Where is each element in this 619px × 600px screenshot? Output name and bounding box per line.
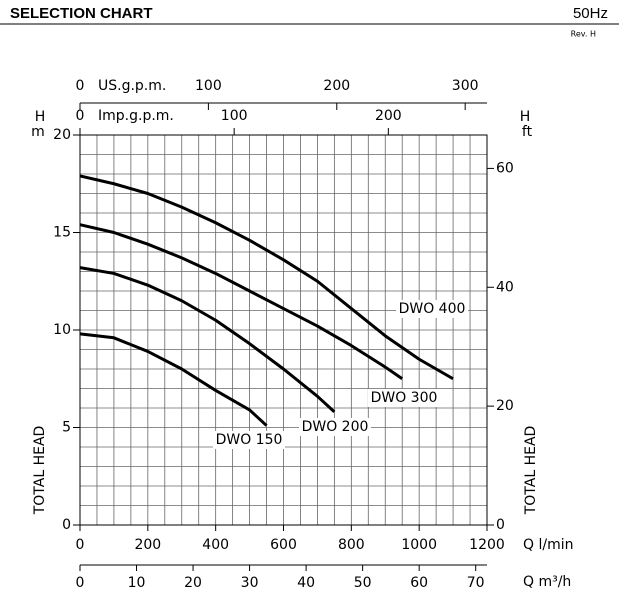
curve-label-bg (368, 389, 440, 407)
pump-curve (79, 223, 404, 380)
curve-label: DWO 300 (371, 390, 438, 406)
top-tick-label: 100 (195, 78, 222, 94)
y2-unit: ft (522, 124, 533, 140)
y2-tick-label: 0 (496, 517, 505, 533)
chart-title: SELECTION CHART (10, 5, 153, 22)
curve-label: DWO 200 (302, 419, 369, 435)
curve-label: DWO 400 (399, 301, 466, 317)
x2-tick-label: 10 (128, 575, 146, 591)
top-tick-label: 100 (221, 108, 248, 124)
x-tick-label: 400 (202, 537, 229, 553)
y-unit: m (31, 124, 45, 140)
top-tick-label: 200 (375, 108, 402, 124)
x2-axis-label: Q m³/h (523, 574, 571, 590)
y-tick-label: 5 (62, 420, 71, 436)
top-tick-label: 300 (452, 78, 479, 94)
top-tick-label: 0 (76, 78, 85, 94)
y2-tick-label: 60 (496, 160, 514, 176)
x2-tick-label: 50 (354, 575, 372, 591)
curve-label: DWO 150 (216, 432, 283, 448)
y-tick-label: 10 (53, 322, 71, 338)
x-axis-label: Q l/min (523, 537, 573, 553)
y2-axis-label: TOTAL HEAD (523, 426, 539, 516)
x2-tick-label: 60 (410, 575, 428, 591)
x2-tick-label: 40 (297, 575, 315, 591)
x-tick-label: 0 (76, 537, 85, 553)
top-tick-label: 0 (76, 108, 85, 124)
y-tick-label: 0 (62, 517, 71, 533)
y-symbol: H (35, 109, 46, 125)
y-axis-label: TOTAL HEAD (32, 426, 48, 516)
y-tick-label: 15 (53, 225, 71, 241)
y2-tick-label: 40 (496, 279, 514, 295)
x2-tick-label: 30 (241, 575, 259, 591)
x-tick-label: 1000 (401, 537, 437, 553)
curve-label-bg (396, 300, 468, 318)
top-axis-label: Imp.g.p.m. (98, 108, 174, 124)
x-tick-label: 200 (134, 537, 161, 553)
x-tick-label: 1200 (469, 537, 505, 553)
curve-label-bg (299, 418, 371, 436)
x2-tick-label: 20 (184, 575, 202, 591)
curve-label-bg (213, 431, 285, 449)
x-tick-label: 600 (270, 537, 297, 553)
revision: Rev. H (571, 30, 596, 39)
y2-tick-label: 20 (496, 398, 514, 414)
top-axis-label: US.g.p.m. (98, 78, 166, 94)
x-tick-label: 800 (338, 537, 365, 553)
y2-symbol: H (520, 109, 531, 125)
pump-curve (79, 174, 454, 381)
x2-tick-label: 70 (467, 575, 485, 591)
top-tick-label: 200 (323, 78, 350, 94)
frequency: 50Hz (573, 5, 608, 22)
pump-curve (79, 266, 336, 414)
y-tick-label: 20 (53, 127, 71, 143)
pump-curve (79, 332, 268, 427)
x2-tick-label: 0 (76, 575, 85, 591)
